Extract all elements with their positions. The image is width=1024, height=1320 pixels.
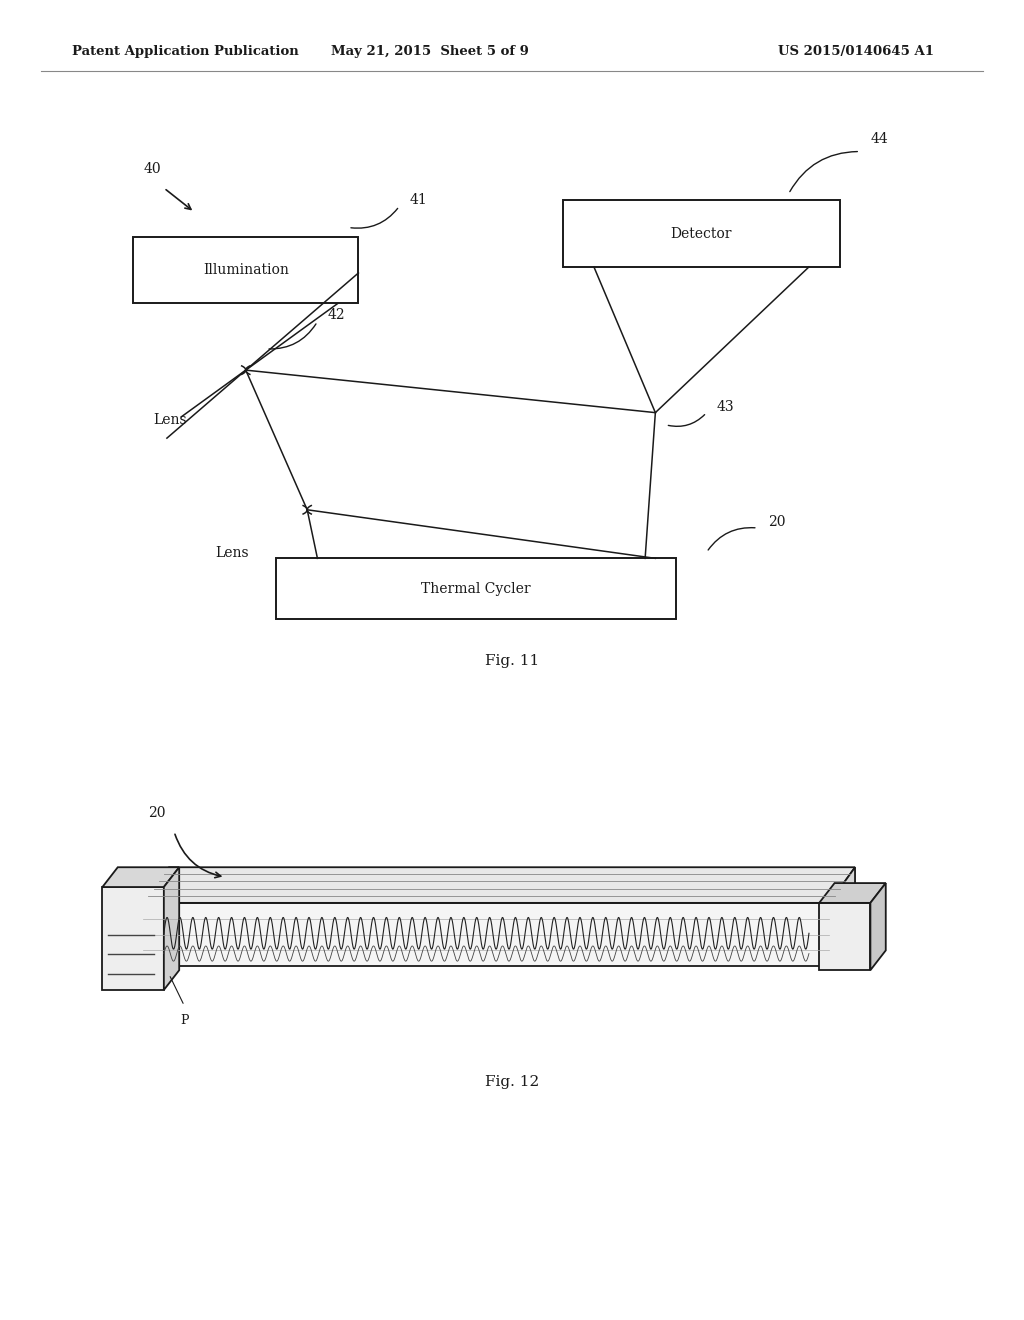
Text: Lens: Lens: [154, 413, 187, 426]
Text: Thermal Cycler: Thermal Cycler: [421, 582, 531, 595]
Text: Fig. 11: Fig. 11: [485, 653, 539, 668]
Text: Lens: Lens: [215, 546, 249, 560]
Text: 43: 43: [717, 400, 734, 413]
Text: US 2015/0140645 A1: US 2015/0140645 A1: [778, 45, 934, 58]
Bar: [133, 236, 358, 304]
Polygon shape: [819, 883, 886, 903]
Polygon shape: [819, 903, 870, 970]
Text: 20: 20: [768, 515, 785, 529]
Polygon shape: [164, 867, 179, 990]
Bar: [276, 558, 676, 619]
Text: P: P: [180, 1014, 188, 1027]
Text: Detector: Detector: [671, 227, 732, 240]
Polygon shape: [829, 867, 855, 966]
Text: Patent Application Publication: Patent Application Publication: [72, 45, 298, 58]
Text: Illumination: Illumination: [203, 263, 289, 277]
Polygon shape: [143, 903, 829, 966]
Polygon shape: [143, 867, 855, 903]
Bar: [563, 201, 840, 267]
Polygon shape: [870, 883, 886, 970]
Text: 40: 40: [143, 162, 161, 176]
Text: 41: 41: [410, 193, 427, 207]
Polygon shape: [102, 867, 179, 887]
Text: 20: 20: [148, 805, 166, 820]
Text: Fig. 12: Fig. 12: [485, 1074, 539, 1089]
Text: 44: 44: [870, 132, 888, 147]
Polygon shape: [102, 887, 164, 990]
Text: 42: 42: [328, 309, 345, 322]
Text: May 21, 2015  Sheet 5 of 9: May 21, 2015 Sheet 5 of 9: [331, 45, 529, 58]
